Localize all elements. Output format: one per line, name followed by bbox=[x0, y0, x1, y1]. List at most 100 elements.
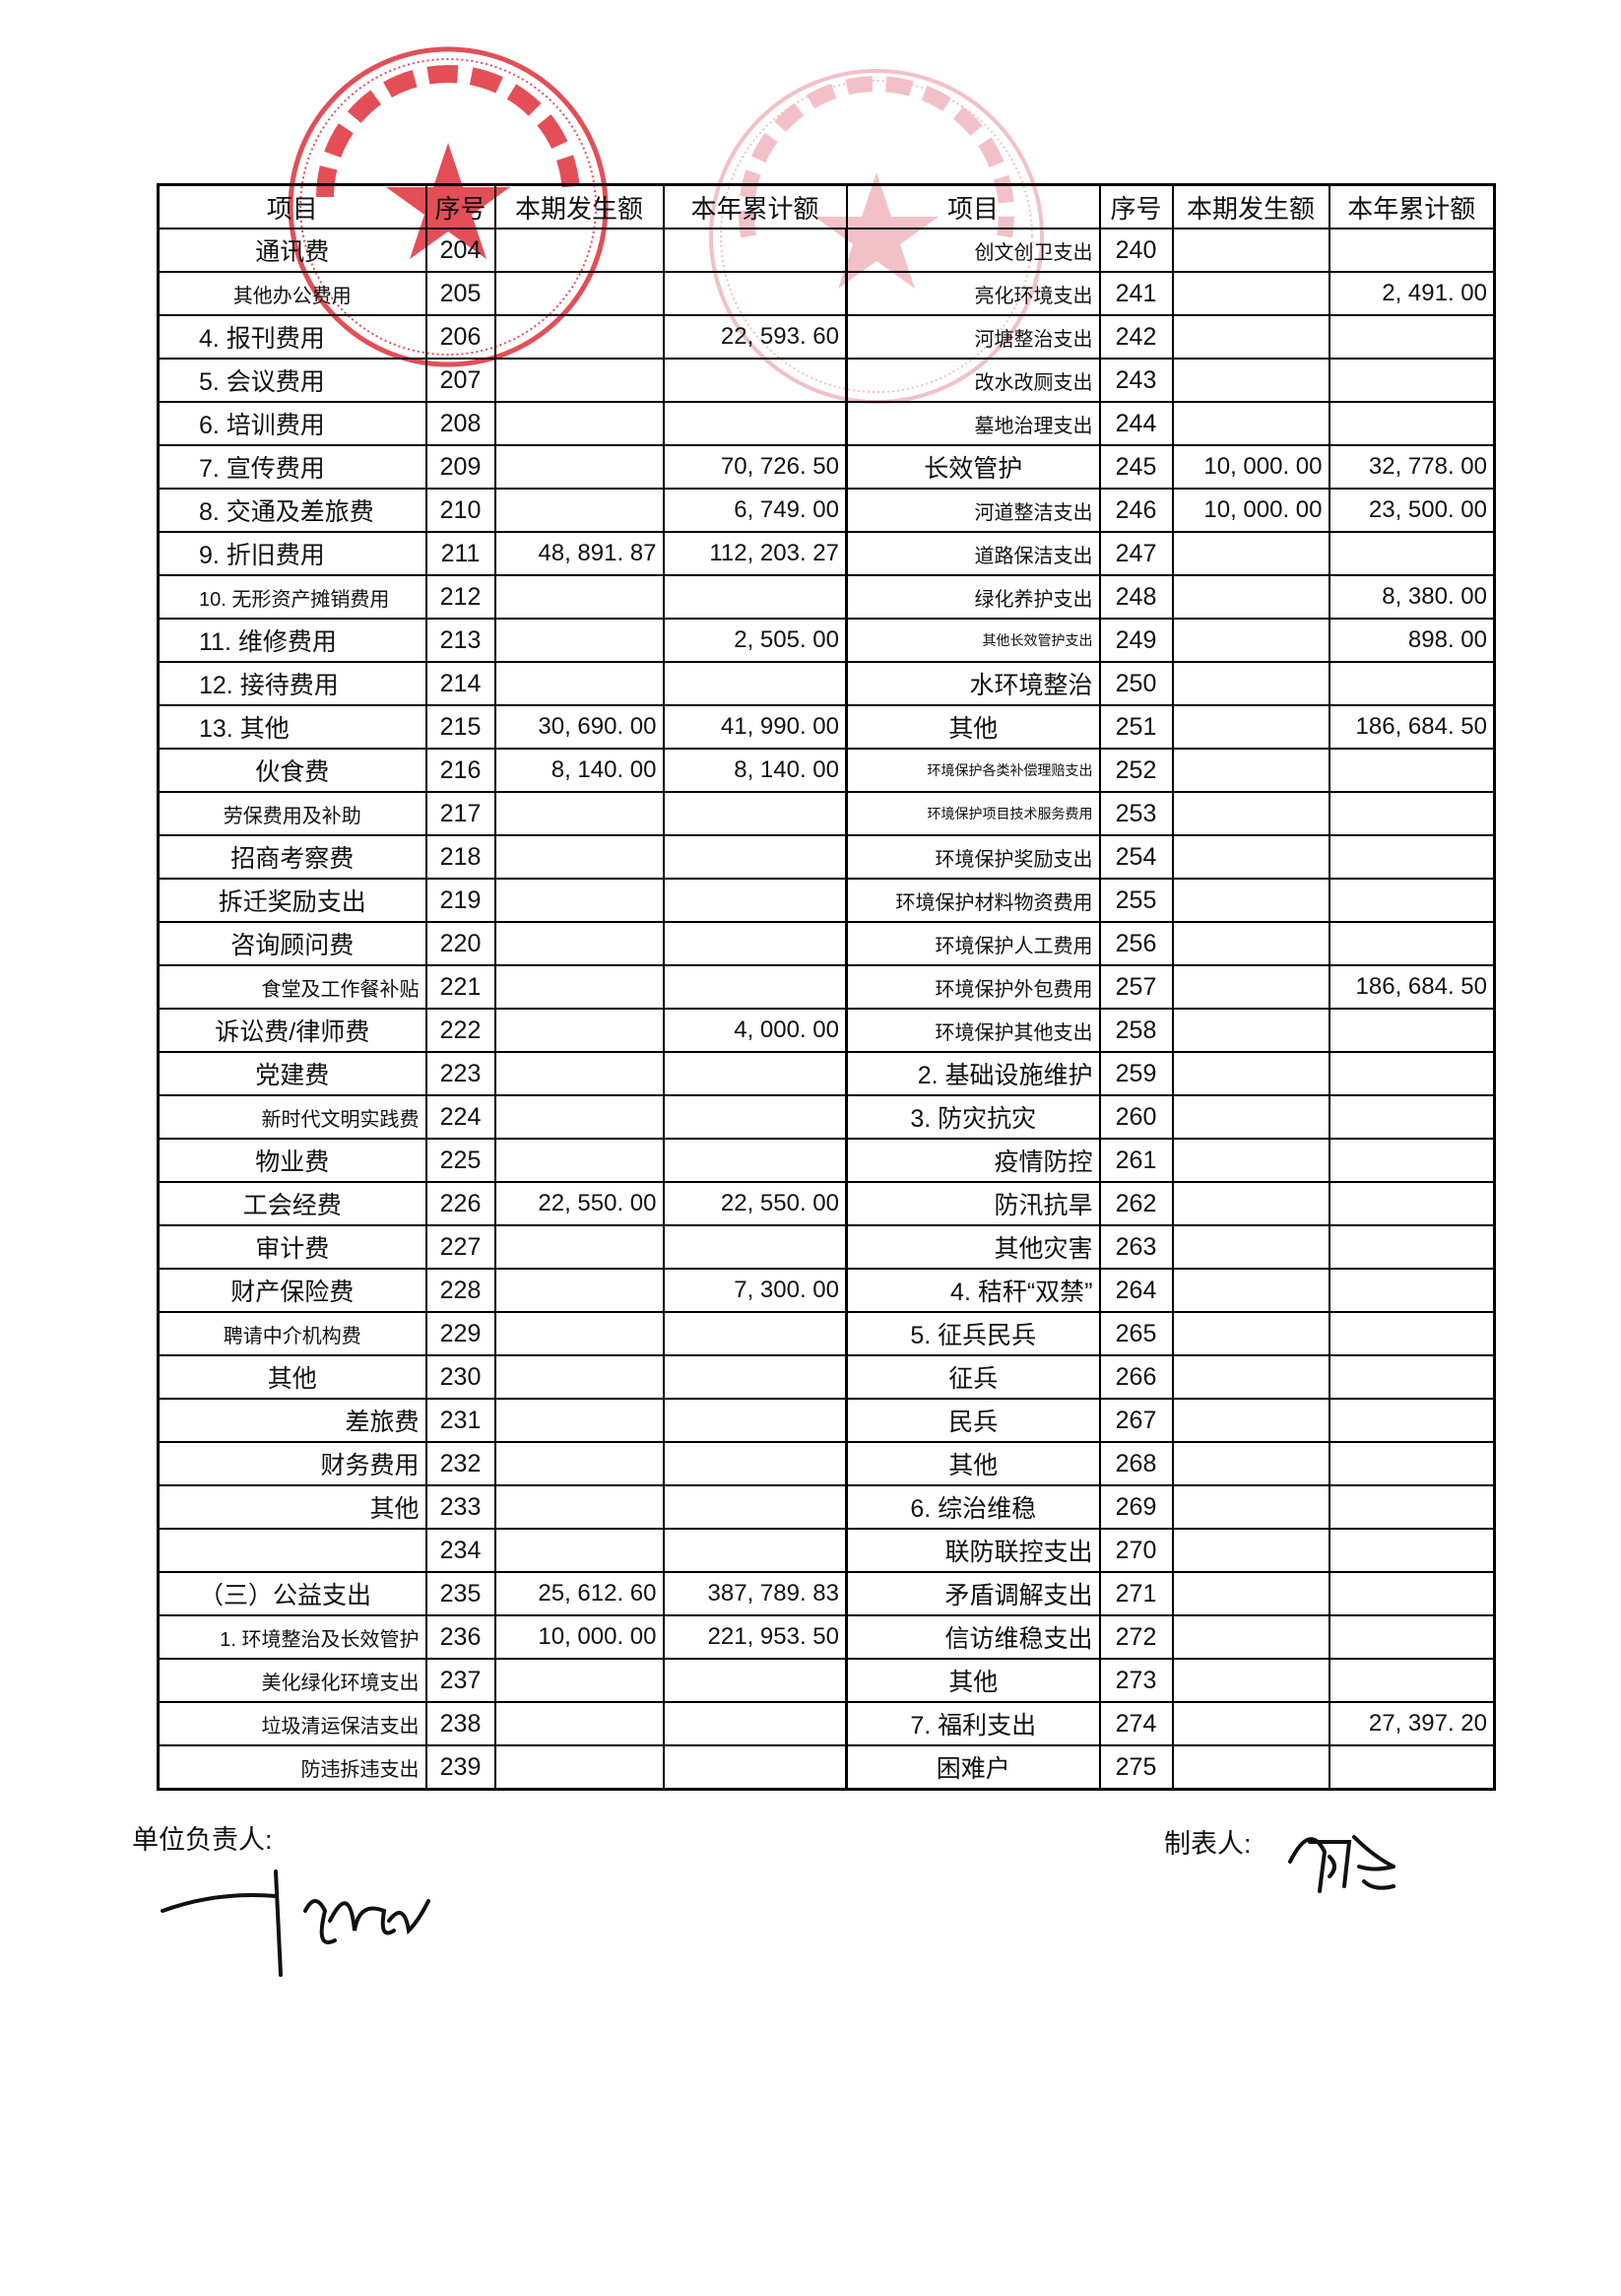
row-seq: 243 bbox=[1098, 358, 1174, 403]
row-seq: 272 bbox=[1098, 1614, 1174, 1660]
row-item: 其他长效管护支出 bbox=[845, 618, 1101, 663]
row-item: 7. 福利支出 bbox=[845, 1701, 1101, 1746]
row-item: 防汛抗旱 bbox=[845, 1181, 1101, 1226]
row-annual-amount bbox=[1328, 1008, 1496, 1053]
row-annual-amount: 22, 593. 60 bbox=[662, 314, 848, 360]
row-annual-amount bbox=[1328, 748, 1496, 793]
table-row: 拆迁奖励支出 219 环境保护材料物资费用 255 bbox=[157, 878, 1496, 923]
row-period-amount bbox=[493, 878, 665, 923]
row-seq: 238 bbox=[424, 1701, 496, 1746]
row-seq: 254 bbox=[1098, 834, 1174, 880]
row-period-amount bbox=[493, 1528, 665, 1573]
row-annual-amount bbox=[1328, 314, 1496, 360]
row-seq: 236 bbox=[424, 1614, 496, 1660]
header-item: 项目 bbox=[845, 183, 1101, 230]
row-annual-amount bbox=[1328, 401, 1496, 446]
row-period-amount bbox=[1171, 1614, 1330, 1660]
row-seq: 224 bbox=[424, 1094, 496, 1140]
row-period-amount bbox=[1171, 1658, 1330, 1703]
row-seq: 205 bbox=[424, 271, 496, 316]
row-annual-amount bbox=[1328, 1268, 1496, 1313]
row-seq: 214 bbox=[424, 661, 496, 706]
row-seq: 246 bbox=[1098, 488, 1174, 533]
row-period-amount bbox=[493, 964, 665, 1010]
row-annual-amount bbox=[662, 1701, 848, 1746]
table-row: 其他 233 6. 综治维稳 269 bbox=[157, 1484, 1496, 1530]
table-row: 诉讼费/律师费 222 4, 000. 00 环境保护其他支出 258 bbox=[157, 1008, 1496, 1053]
row-annual-amount bbox=[1328, 228, 1496, 273]
row-item: 其他办公费用 bbox=[157, 271, 427, 316]
row-annual-amount bbox=[662, 1094, 848, 1140]
row-item: 环境保护项目技术服务费用 bbox=[845, 791, 1101, 836]
row-period-amount bbox=[1171, 618, 1330, 663]
row-annual-amount bbox=[662, 921, 848, 966]
row-period-amount bbox=[493, 1138, 665, 1183]
row-item: 咨询顾问费 bbox=[157, 921, 427, 966]
row-annual-amount bbox=[662, 1138, 848, 1183]
row-item: 食堂及工作餐补贴 bbox=[157, 964, 427, 1010]
row-period-amount bbox=[1171, 1571, 1330, 1616]
row-annual-amount bbox=[1328, 1571, 1496, 1616]
table-row: 财产保险费 228 7, 300. 00 4. 秸秆“双禁” 264 bbox=[157, 1268, 1496, 1313]
row-item: 招商考察费 bbox=[157, 834, 427, 880]
row-seq: 247 bbox=[1098, 531, 1174, 576]
table-row: 物业费 225 疫情防控 261 bbox=[157, 1138, 1496, 1183]
row-annual-amount: 41, 990. 00 bbox=[662, 704, 848, 750]
row-period-amount bbox=[493, 834, 665, 880]
row-annual-amount bbox=[662, 271, 848, 316]
row-item: 水环境整治 bbox=[845, 661, 1101, 706]
row-seq: 271 bbox=[1098, 1571, 1174, 1616]
row-period-amount: 25, 612. 60 bbox=[493, 1571, 665, 1616]
row-period-amount bbox=[1171, 791, 1330, 836]
table-row: 咨询顾问费 220 环境保护人工费用 256 bbox=[157, 921, 1496, 966]
row-item: 信访维稳支出 bbox=[845, 1614, 1101, 1660]
row-seq: 269 bbox=[1098, 1484, 1174, 1530]
row-annual-amount bbox=[1328, 1138, 1496, 1183]
row-seq: 232 bbox=[424, 1441, 496, 1486]
row-seq: 208 bbox=[424, 401, 496, 446]
row-annual-amount: 70, 726. 50 bbox=[662, 444, 848, 490]
row-annual-amount bbox=[662, 1354, 848, 1400]
row-item: 长效管护 bbox=[845, 444, 1101, 490]
row-period-amount bbox=[493, 1094, 665, 1140]
row-item: 民兵 bbox=[845, 1398, 1101, 1443]
row-annual-amount bbox=[1328, 1181, 1496, 1226]
row-period-amount: 10, 000. 00 bbox=[1171, 444, 1330, 490]
row-annual-amount bbox=[1328, 1614, 1496, 1660]
row-annual-amount bbox=[662, 228, 848, 273]
row-item: 4. 秸秆“双禁” bbox=[845, 1268, 1101, 1313]
row-item: 党建费 bbox=[157, 1051, 427, 1096]
table-row: 审计费 227 其他灾害 263 bbox=[157, 1224, 1496, 1270]
row-item: 联防联控支出 bbox=[845, 1528, 1101, 1573]
row-period-amount: 10, 000. 00 bbox=[493, 1614, 665, 1660]
row-annual-amount bbox=[1328, 1094, 1496, 1140]
row-seq: 235 bbox=[424, 1571, 496, 1616]
row-seq: 211 bbox=[424, 531, 496, 576]
row-seq: 227 bbox=[424, 1224, 496, 1270]
table-row: 食堂及工作餐补贴 221 环境保护外包费用 257 186, 684. 50 bbox=[157, 964, 1496, 1010]
row-seq: 216 bbox=[424, 748, 496, 793]
row-period-amount bbox=[1171, 228, 1330, 273]
row-seq: 240 bbox=[1098, 228, 1174, 273]
table-row: 美化绿化环境支出 237 其他 273 bbox=[157, 1658, 1496, 1703]
row-item: 财务费用 bbox=[157, 1441, 427, 1486]
row-seq: 221 bbox=[424, 964, 496, 1010]
row-item: 环境保护外包费用 bbox=[845, 964, 1101, 1010]
preparer-label: 制表人: bbox=[1164, 1829, 1252, 1859]
row-item: 困难户 bbox=[845, 1744, 1101, 1791]
row-item: 13. 其他 bbox=[157, 704, 427, 750]
row-period-amount bbox=[1171, 1268, 1330, 1313]
row-item: 财产保险费 bbox=[157, 1268, 427, 1313]
row-item: 差旅费 bbox=[157, 1398, 427, 1443]
row-period-amount: 30, 690. 00 bbox=[493, 704, 665, 750]
row-annual-amount bbox=[1328, 1051, 1496, 1096]
row-annual-amount: 32, 778. 00 bbox=[1328, 444, 1496, 490]
row-annual-amount bbox=[662, 964, 848, 1010]
row-item: 物业费 bbox=[157, 1138, 427, 1183]
table-row: 6. 培训费用 208 墓地治理支出 244 bbox=[157, 401, 1496, 446]
table-row: 1. 环境整治及长效管护 236 10, 000. 00 221, 953. 50 信访… bbox=[157, 1614, 1496, 1660]
row-period-amount bbox=[493, 358, 665, 403]
row-seq: 253 bbox=[1098, 791, 1174, 836]
row-item: 其他 bbox=[845, 1441, 1101, 1486]
unit-head-signature bbox=[161, 1870, 430, 1977]
